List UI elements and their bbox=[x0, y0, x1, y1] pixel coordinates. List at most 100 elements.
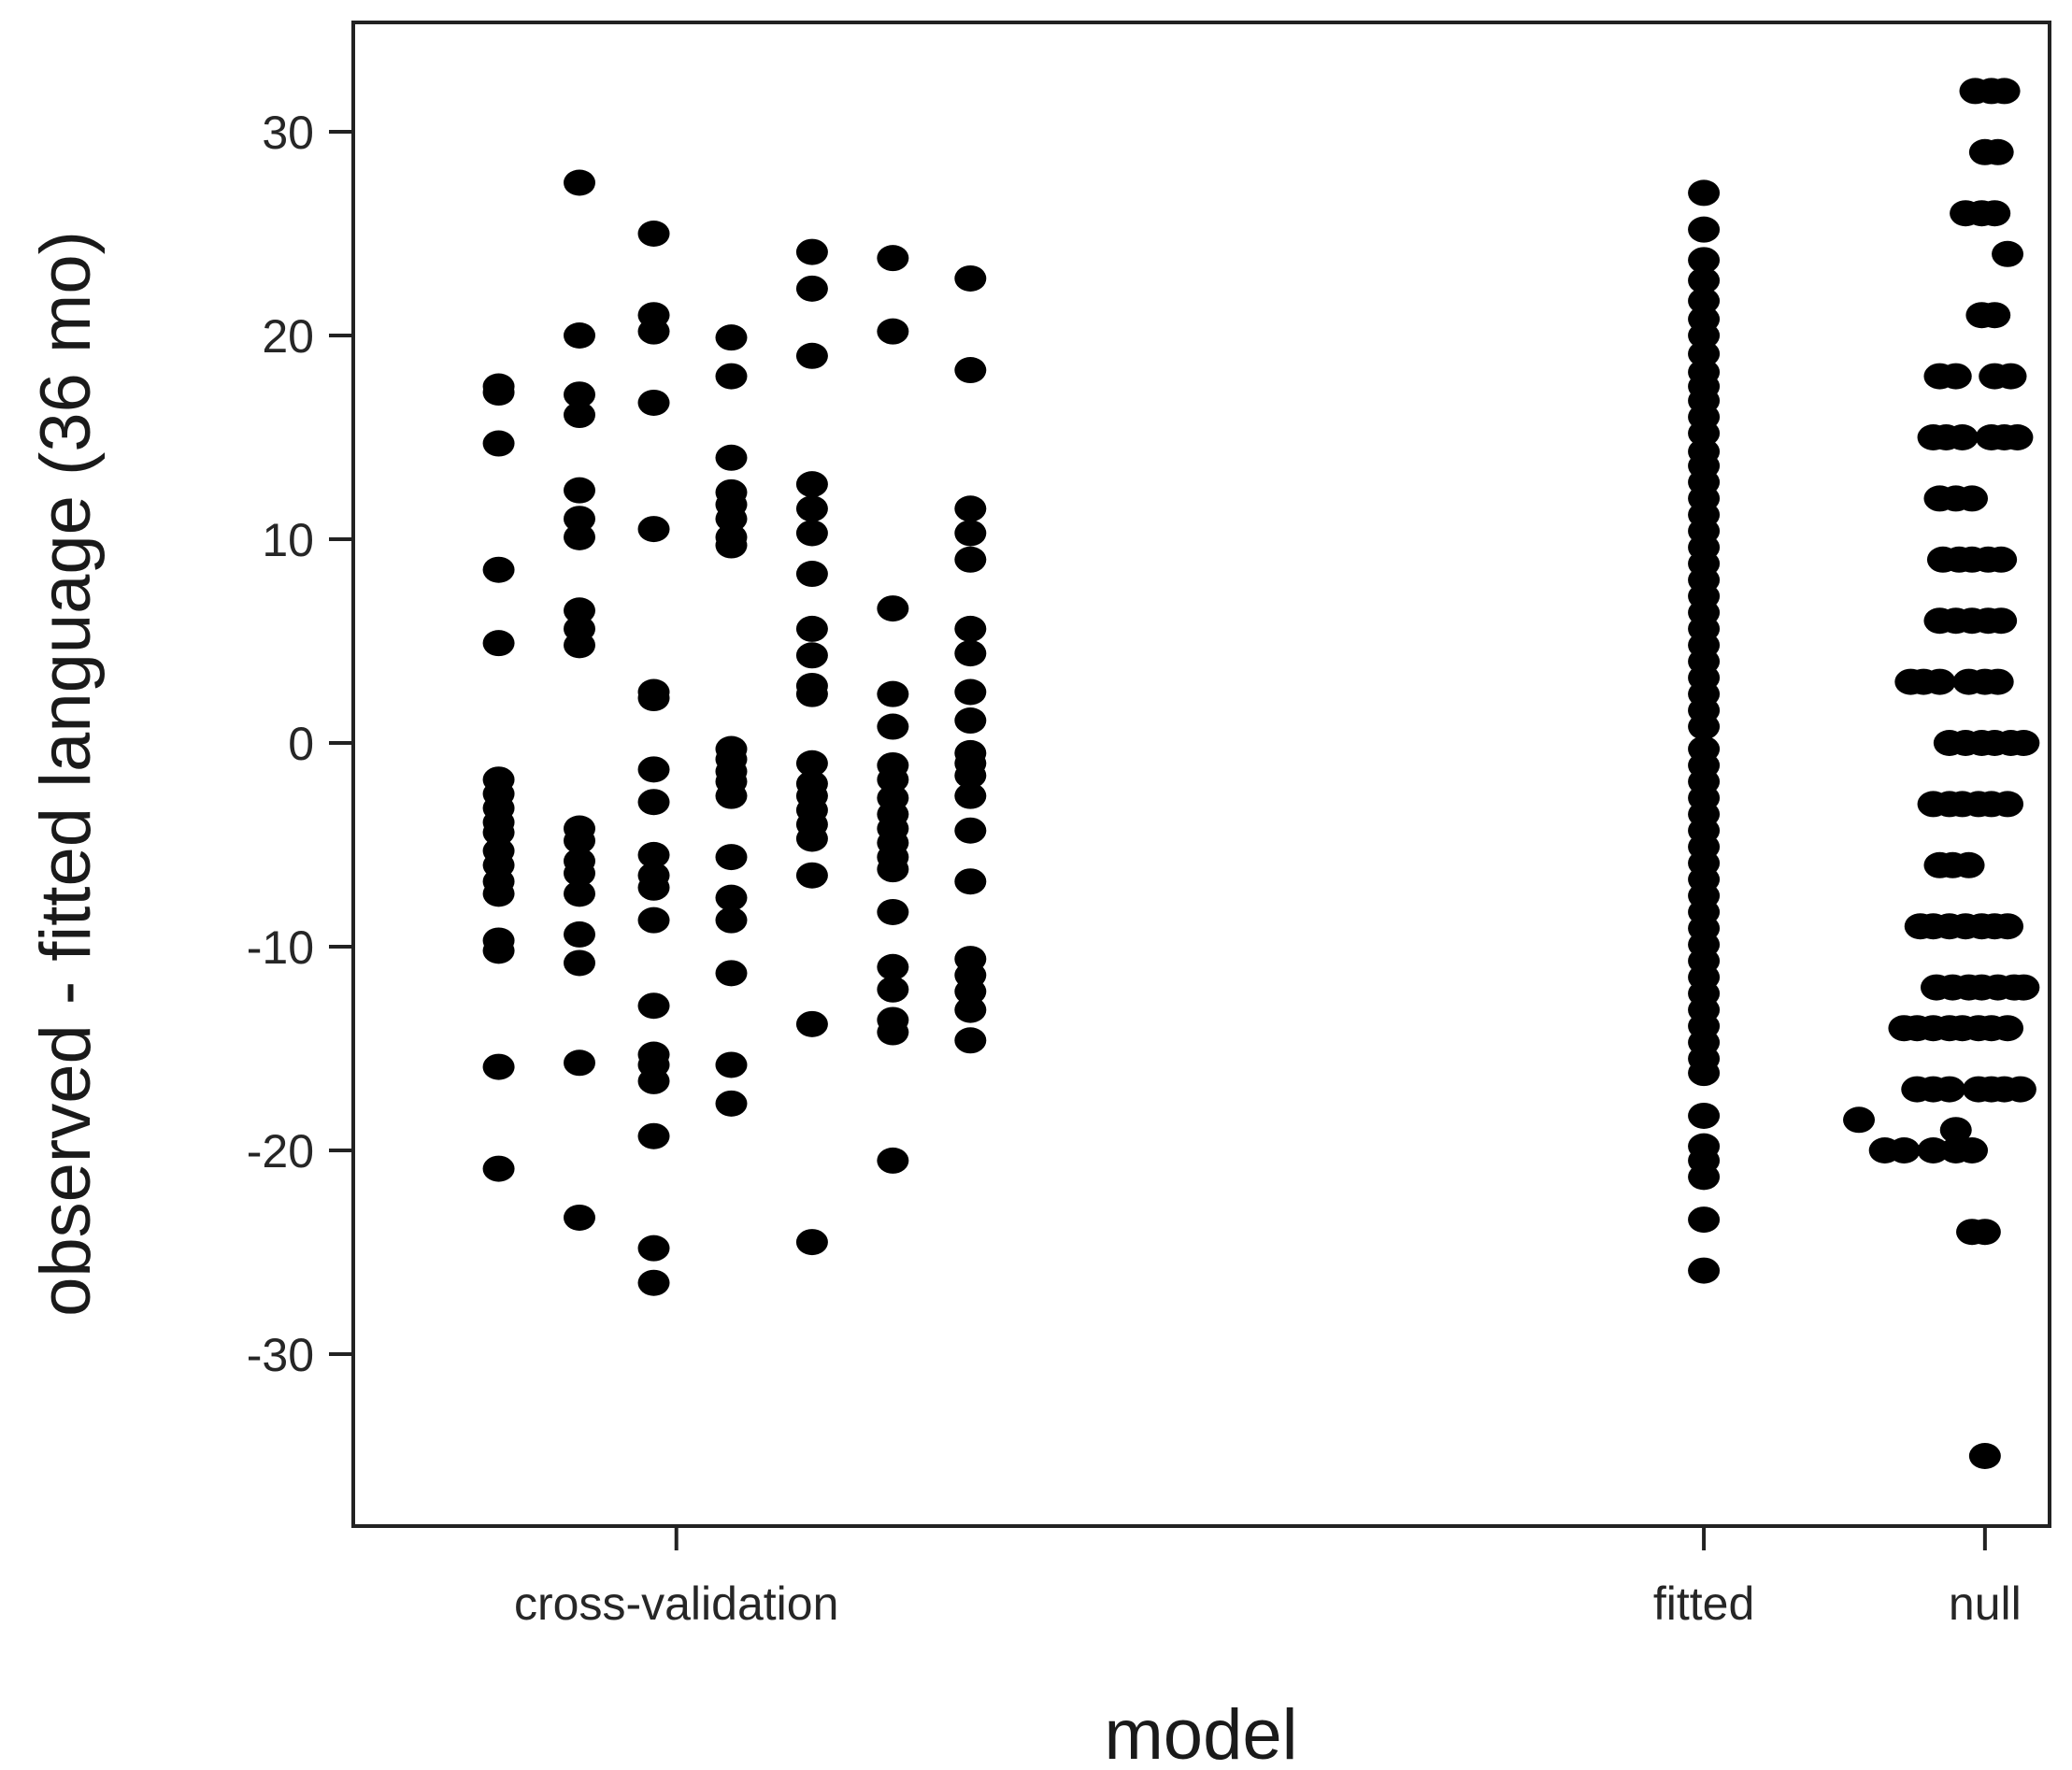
data-point bbox=[564, 880, 595, 907]
data-point bbox=[795, 275, 828, 302]
data-point bbox=[1917, 1137, 1950, 1163]
data-point bbox=[1688, 1257, 1721, 1284]
data-point bbox=[877, 318, 909, 345]
data-point bbox=[1985, 607, 2018, 635]
data-point bbox=[1952, 851, 1985, 878]
data-point bbox=[637, 685, 670, 712]
data-point bbox=[877, 680, 909, 707]
data-point bbox=[637, 841, 670, 868]
data-point bbox=[1956, 1137, 1989, 1163]
data-point bbox=[2001, 424, 2034, 450]
data-point bbox=[637, 1269, 670, 1296]
data-point bbox=[564, 827, 595, 854]
data-point bbox=[877, 713, 909, 740]
data-point bbox=[1939, 1117, 1972, 1144]
data-point bbox=[637, 1122, 670, 1149]
data-point bbox=[795, 342, 828, 369]
data-point bbox=[877, 898, 909, 925]
data-point bbox=[954, 546, 987, 573]
data-point bbox=[1923, 668, 1956, 695]
data-point bbox=[637, 1235, 670, 1262]
data-point bbox=[795, 825, 828, 852]
data-point bbox=[954, 707, 987, 735]
data-point bbox=[795, 471, 828, 498]
data-point bbox=[482, 1053, 515, 1080]
data-point bbox=[877, 1147, 909, 1174]
data-point bbox=[564, 169, 595, 196]
data-point bbox=[1688, 1206, 1721, 1234]
y-tick-label: 10 bbox=[262, 514, 314, 566]
data-point bbox=[1688, 179, 1721, 207]
data-point bbox=[1992, 240, 2024, 267]
data-point bbox=[637, 756, 670, 783]
data-point bbox=[795, 561, 828, 588]
data-point bbox=[564, 949, 595, 977]
data-point bbox=[795, 862, 828, 889]
data-point bbox=[482, 937, 515, 964]
data-point bbox=[564, 523, 595, 550]
data-point bbox=[877, 595, 909, 622]
plot-frame bbox=[351, 21, 2051, 1528]
data-point bbox=[564, 597, 595, 624]
data-point bbox=[715, 884, 748, 911]
data-point bbox=[482, 379, 515, 407]
data-point bbox=[715, 444, 748, 471]
data-point bbox=[715, 906, 748, 934]
data-point bbox=[1888, 1137, 1921, 1163]
data-point bbox=[795, 238, 828, 265]
data-point bbox=[715, 532, 748, 559]
data-point bbox=[482, 556, 515, 583]
data-point bbox=[954, 817, 987, 844]
data-point bbox=[564, 921, 595, 948]
data-point bbox=[1688, 713, 1721, 740]
data-point bbox=[1981, 668, 2014, 695]
data-point bbox=[795, 642, 828, 669]
data-point bbox=[795, 1229, 828, 1256]
data-point bbox=[1939, 363, 1972, 390]
data-point bbox=[795, 495, 828, 522]
data-point bbox=[637, 992, 670, 1020]
data-point bbox=[954, 640, 987, 667]
data-point bbox=[1688, 287, 1721, 314]
data-point bbox=[1688, 1102, 1721, 1129]
data-point bbox=[564, 506, 595, 533]
data-point bbox=[877, 856, 909, 883]
data-point bbox=[2004, 1076, 2036, 1103]
y-tick-label: -10 bbox=[247, 921, 314, 974]
data-point bbox=[877, 953, 909, 980]
data-point bbox=[564, 381, 595, 408]
y-axis: 30 20 10 0 -10 -20 -30 bbox=[247, 107, 353, 1381]
data-point bbox=[954, 978, 987, 1005]
data-point bbox=[954, 782, 987, 809]
y-tick-label: -30 bbox=[247, 1329, 314, 1381]
y-tick-label: -20 bbox=[247, 1125, 314, 1178]
data-point bbox=[1688, 267, 1721, 294]
data-point bbox=[564, 860, 595, 887]
data-point bbox=[1992, 913, 2024, 940]
data-point bbox=[564, 322, 595, 349]
data-point bbox=[1992, 1015, 2024, 1042]
data-point bbox=[954, 520, 987, 547]
data-point bbox=[637, 318, 670, 345]
data-point bbox=[715, 844, 748, 871]
data-point bbox=[564, 632, 595, 659]
x-axis-title: model bbox=[1105, 1695, 1298, 1770]
data-point bbox=[482, 880, 515, 907]
data-point bbox=[1956, 485, 1989, 512]
data-point bbox=[954, 495, 987, 522]
data-point bbox=[954, 762, 987, 789]
data-point bbox=[482, 430, 515, 457]
data-point bbox=[1688, 1163, 1721, 1191]
data-point bbox=[482, 819, 515, 846]
data-point bbox=[715, 506, 748, 533]
data-point bbox=[564, 402, 595, 429]
data-point bbox=[1968, 1443, 2001, 1469]
data-point bbox=[1933, 1076, 1965, 1103]
data-point bbox=[1968, 1219, 2001, 1246]
data-point bbox=[877, 976, 909, 1003]
data-point bbox=[637, 874, 670, 901]
data-point bbox=[1688, 420, 1721, 447]
x-tick-label: fitted bbox=[1653, 1577, 1754, 1630]
data-point bbox=[637, 1067, 670, 1094]
